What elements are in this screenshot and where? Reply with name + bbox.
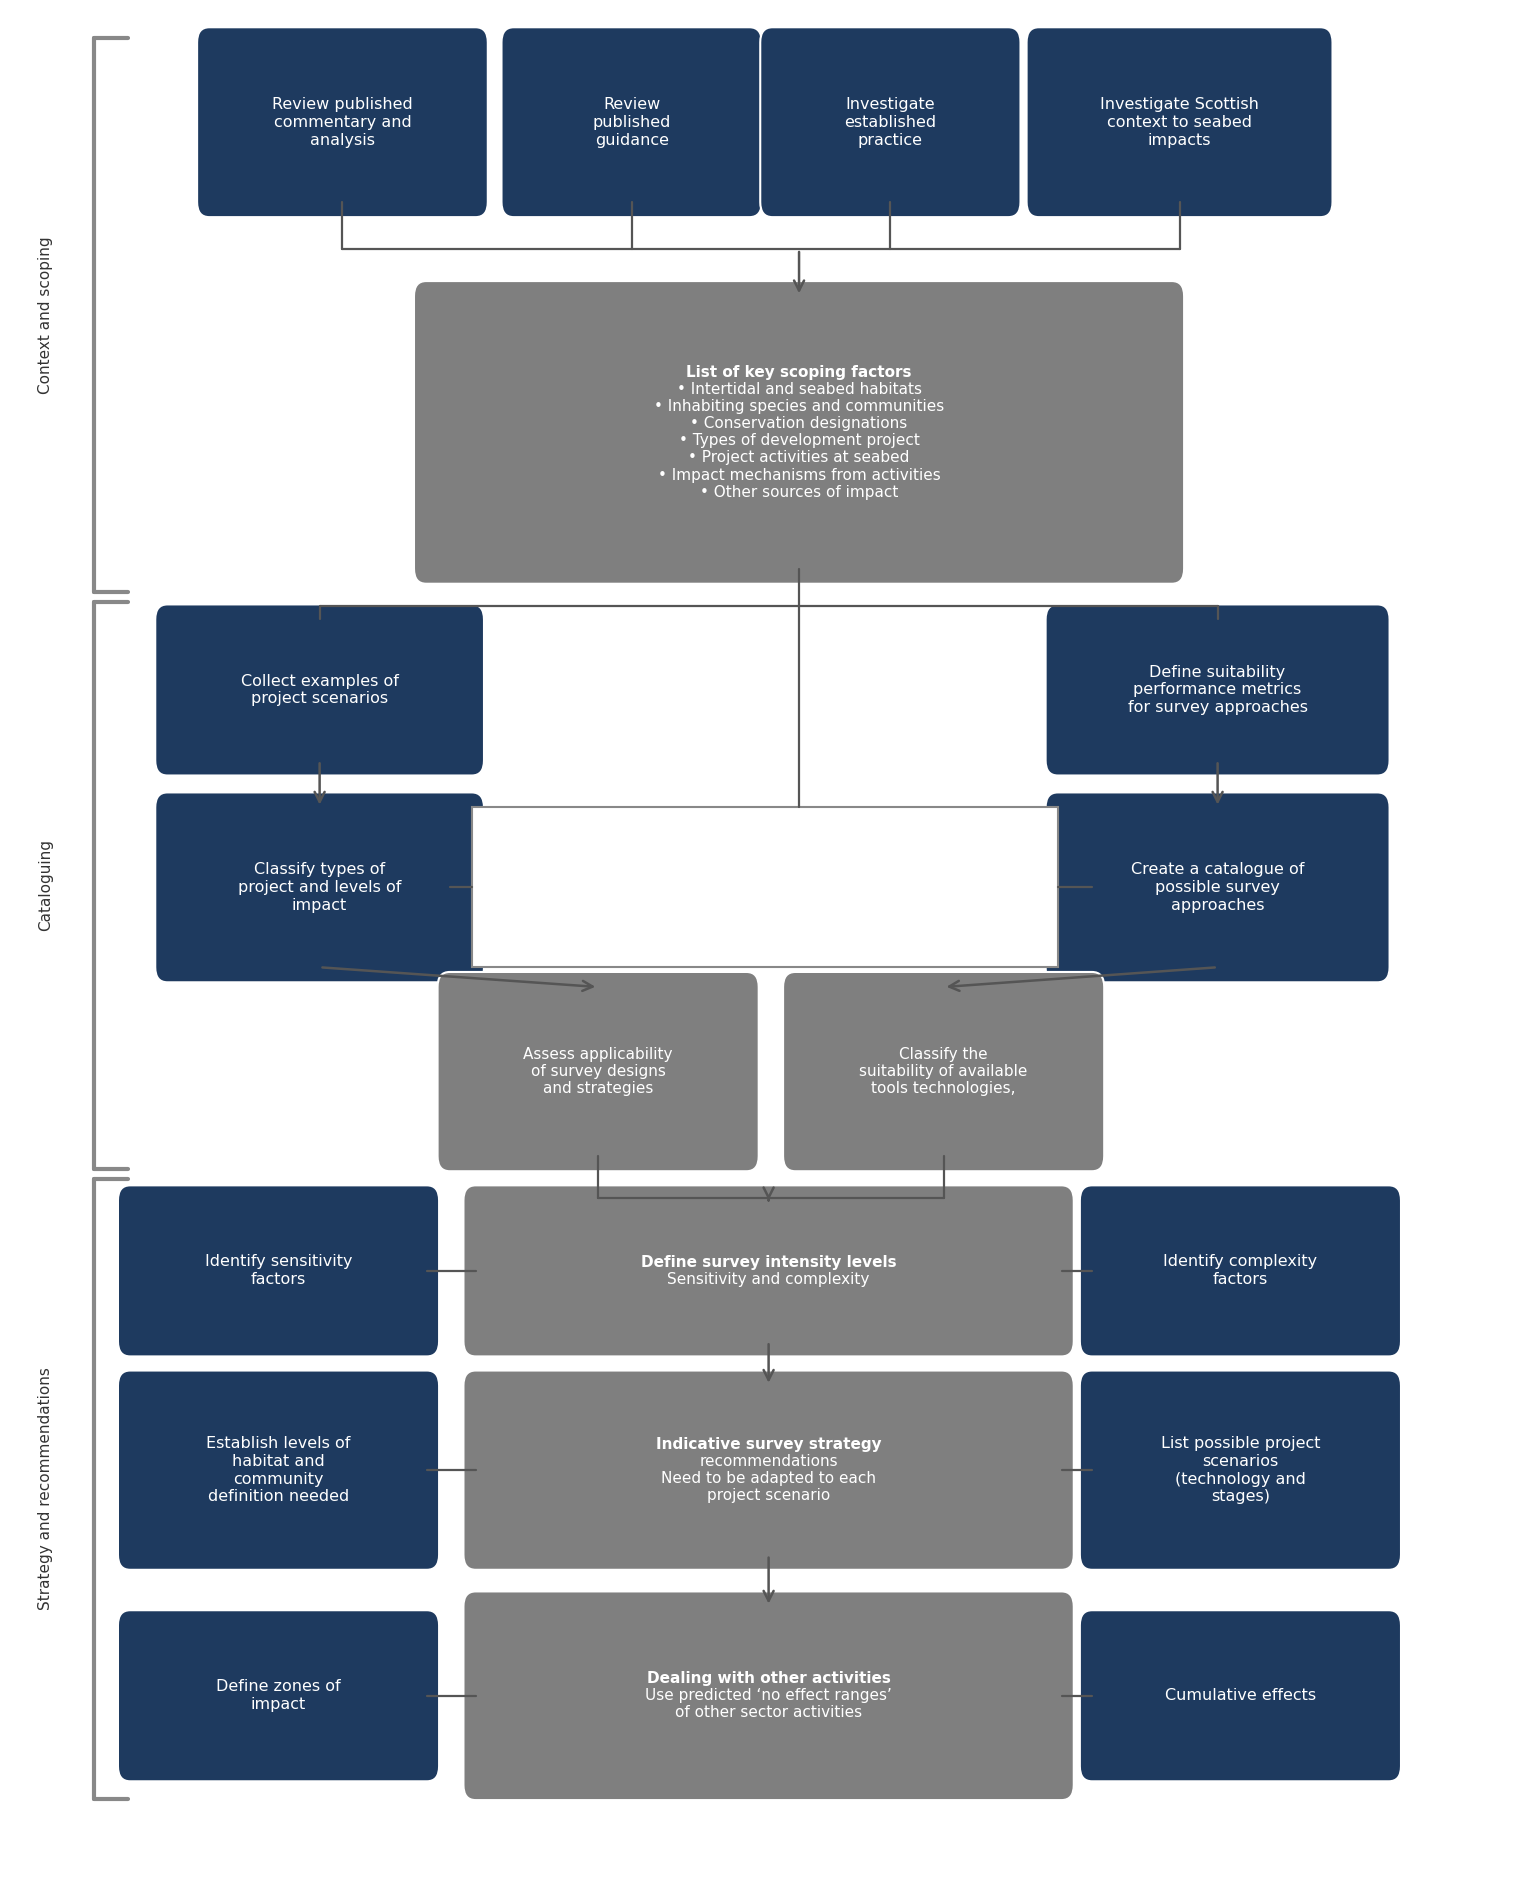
FancyBboxPatch shape bbox=[463, 1184, 1075, 1357]
Text: Sensitivity and complexity: Sensitivity and complexity bbox=[668, 1273, 869, 1288]
Text: and strategies: and strategies bbox=[543, 1081, 653, 1096]
Text: approaches: approaches bbox=[1170, 897, 1265, 912]
Text: Define zones of: Define zones of bbox=[216, 1679, 341, 1694]
Text: project and levels of: project and levels of bbox=[237, 880, 402, 895]
Text: Strategy and recommendations: Strategy and recommendations bbox=[38, 1367, 53, 1611]
Text: Collect examples of: Collect examples of bbox=[240, 673, 399, 688]
Text: Identify complexity: Identify complexity bbox=[1163, 1254, 1318, 1269]
FancyBboxPatch shape bbox=[117, 1371, 438, 1570]
Text: • Conservation designations: • Conservation designations bbox=[691, 415, 907, 431]
Text: • Other sources of impact: • Other sources of impact bbox=[700, 485, 898, 500]
Text: Identify sensitivity: Identify sensitivity bbox=[205, 1254, 352, 1269]
FancyBboxPatch shape bbox=[155, 793, 484, 981]
Text: Investigate Scottish: Investigate Scottish bbox=[1100, 98, 1259, 113]
FancyBboxPatch shape bbox=[155, 605, 484, 775]
Text: (technology and: (technology and bbox=[1175, 1472, 1306, 1487]
Text: project scenario: project scenario bbox=[708, 1489, 829, 1504]
Text: • Types of development project: • Types of development project bbox=[679, 434, 919, 449]
FancyBboxPatch shape bbox=[501, 26, 761, 216]
Text: of survey designs: of survey designs bbox=[531, 1064, 665, 1079]
Text: • Impact mechanisms from activities: • Impact mechanisms from activities bbox=[658, 468, 941, 483]
Text: suitability of available: suitability of available bbox=[860, 1064, 1027, 1079]
Text: Cataloguing: Cataloguing bbox=[38, 840, 53, 931]
Text: • Inhabiting species and communities: • Inhabiting species and communities bbox=[654, 399, 944, 414]
FancyBboxPatch shape bbox=[198, 26, 487, 216]
Text: • Intertidal and seabed habitats: • Intertidal and seabed habitats bbox=[677, 382, 921, 397]
FancyBboxPatch shape bbox=[438, 972, 758, 1171]
FancyBboxPatch shape bbox=[117, 1184, 438, 1357]
Text: Investigate: Investigate bbox=[846, 98, 935, 113]
Text: Context and scoping: Context and scoping bbox=[38, 237, 53, 393]
Text: community: community bbox=[233, 1472, 324, 1487]
Text: factors: factors bbox=[251, 1273, 306, 1288]
Text: Establish levels of: Establish levels of bbox=[207, 1436, 350, 1451]
Text: Define survey intensity levels: Define survey intensity levels bbox=[641, 1254, 896, 1269]
FancyBboxPatch shape bbox=[782, 972, 1105, 1171]
Text: recommendations: recommendations bbox=[699, 1453, 839, 1468]
FancyBboxPatch shape bbox=[1046, 605, 1390, 775]
Text: Review published: Review published bbox=[272, 98, 412, 113]
Text: Use predicted ‘no effect ranges’: Use predicted ‘no effect ranges’ bbox=[645, 1688, 892, 1703]
Text: for survey approaches: for survey approaches bbox=[1128, 699, 1307, 714]
Text: factors: factors bbox=[1213, 1273, 1268, 1288]
Text: Classify the: Classify the bbox=[900, 1047, 988, 1062]
Text: • Project activities at seabed: • Project activities at seabed bbox=[688, 451, 910, 466]
FancyBboxPatch shape bbox=[414, 280, 1184, 583]
Text: context to seabed: context to seabed bbox=[1106, 115, 1253, 130]
Text: List of key scoping factors: List of key scoping factors bbox=[686, 365, 912, 380]
Text: impacts: impacts bbox=[1148, 132, 1212, 147]
FancyBboxPatch shape bbox=[463, 1371, 1075, 1570]
Text: habitat and: habitat and bbox=[233, 1453, 324, 1468]
Text: impact: impact bbox=[251, 1698, 306, 1713]
FancyBboxPatch shape bbox=[1081, 1184, 1400, 1357]
Text: Define suitability: Define suitability bbox=[1149, 666, 1286, 681]
Text: tools technologies,: tools technologies, bbox=[872, 1081, 1015, 1096]
Text: stages): stages) bbox=[1212, 1489, 1269, 1504]
Text: Indicative survey strategy: Indicative survey strategy bbox=[656, 1436, 881, 1451]
Text: guidance: guidance bbox=[595, 132, 668, 147]
FancyBboxPatch shape bbox=[472, 808, 1058, 966]
Text: published: published bbox=[592, 115, 671, 130]
Text: commentary and: commentary and bbox=[274, 115, 411, 130]
FancyBboxPatch shape bbox=[1026, 26, 1333, 216]
FancyBboxPatch shape bbox=[1081, 1371, 1400, 1570]
Text: Need to be adapted to each: Need to be adapted to each bbox=[661, 1472, 877, 1487]
Text: Classify types of: Classify types of bbox=[254, 863, 385, 878]
Text: Create a catalogue of: Create a catalogue of bbox=[1131, 863, 1304, 878]
Text: definition needed: definition needed bbox=[209, 1489, 349, 1504]
FancyBboxPatch shape bbox=[1046, 793, 1390, 981]
Text: List possible project: List possible project bbox=[1161, 1436, 1320, 1451]
Text: analysis: analysis bbox=[310, 132, 374, 147]
Text: impact: impact bbox=[292, 897, 347, 912]
Text: performance metrics: performance metrics bbox=[1134, 682, 1301, 697]
FancyBboxPatch shape bbox=[1081, 1609, 1400, 1782]
Text: Dealing with other activities: Dealing with other activities bbox=[647, 1671, 890, 1686]
Text: scenarios: scenarios bbox=[1202, 1453, 1278, 1468]
Text: established: established bbox=[845, 115, 936, 130]
Text: project scenarios: project scenarios bbox=[251, 692, 388, 707]
Text: practice: practice bbox=[858, 132, 922, 147]
FancyBboxPatch shape bbox=[463, 1590, 1075, 1801]
Text: Review: Review bbox=[603, 98, 661, 113]
Text: Assess applicability: Assess applicability bbox=[524, 1047, 673, 1062]
Text: Cumulative effects: Cumulative effects bbox=[1164, 1688, 1317, 1703]
Text: of other sector activities: of other sector activities bbox=[676, 1705, 861, 1720]
FancyBboxPatch shape bbox=[759, 26, 1020, 216]
Text: possible survey: possible survey bbox=[1155, 880, 1280, 895]
FancyBboxPatch shape bbox=[117, 1609, 438, 1782]
